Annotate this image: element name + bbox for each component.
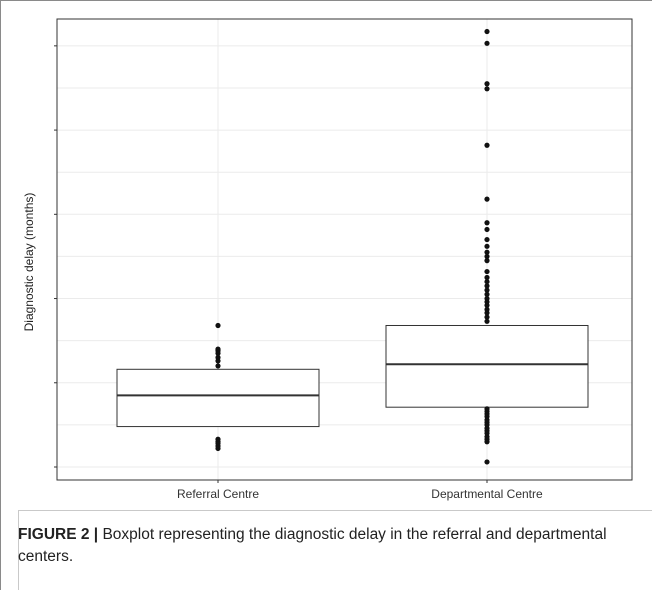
- outlier-point: [484, 306, 490, 313]
- caption-left-divider: [18, 510, 19, 590]
- outlier-point: [484, 314, 490, 320]
- outlier-point: [484, 283, 490, 289]
- outlier-point: [215, 436, 221, 442]
- plot-panel-border: [56, 18, 633, 481]
- outlier-point: [484, 249, 490, 255]
- outlier-point: [484, 220, 490, 226]
- outlier-point: [484, 268, 490, 275]
- y-axis-label: Diagnostic delay (months): [22, 192, 36, 332]
- outlier-point: [484, 459, 490, 465]
- outlier-point: [484, 81, 490, 87]
- outlier-point: [484, 28, 490, 35]
- figure-frame-left: [0, 0, 1, 590]
- caption-divider: [18, 510, 652, 511]
- outlier-point: [484, 243, 490, 249]
- outlier-point: [484, 196, 490, 202]
- outlier-point: [484, 236, 490, 243]
- caption-text: Boxplot representing the diagnostic dela…: [18, 526, 607, 565]
- boxplot-chart: Referral Centre Departmental Centre: [54, 18, 633, 501]
- outlier-point: [484, 258, 490, 264]
- outlier-point: [484, 318, 490, 324]
- y-axis-ticks: [54, 45, 488, 483]
- outlier-point: [484, 287, 490, 293]
- figure-label: FIGURE 2 |: [18, 526, 99, 543]
- x-tick-label: Referral Centre: [177, 487, 259, 501]
- outlier-point: [484, 406, 490, 412]
- outlier-point: [215, 354, 221, 361]
- outlier-point: [484, 295, 490, 302]
- outlier-point: [484, 279, 490, 285]
- outlier-point: [215, 363, 221, 369]
- x-axis-labels: Referral Centre Departmental Centre: [177, 487, 543, 501]
- outlier-point: [484, 253, 490, 260]
- outlier-point: [484, 142, 490, 148]
- box-departmental-centre: [385, 324, 589, 408]
- outlier-point: [484, 291, 490, 297]
- x-tick-label: Departmental Centre: [431, 487, 543, 501]
- outlier-point: [215, 346, 221, 352]
- figure-caption: FIGURE 2 | Boxplot representing the diag…: [18, 524, 638, 568]
- figure-frame-top: [0, 0, 652, 1]
- boxes-layer: [116, 324, 589, 428]
- outlier-point: [484, 40, 490, 46]
- outlier-point: [484, 86, 490, 92]
- outlier-point: [215, 322, 221, 329]
- outliers-layer: [215, 28, 490, 465]
- outlier-point: [484, 226, 490, 233]
- outlier-point: [484, 274, 490, 281]
- box-referral-centre: [116, 368, 320, 428]
